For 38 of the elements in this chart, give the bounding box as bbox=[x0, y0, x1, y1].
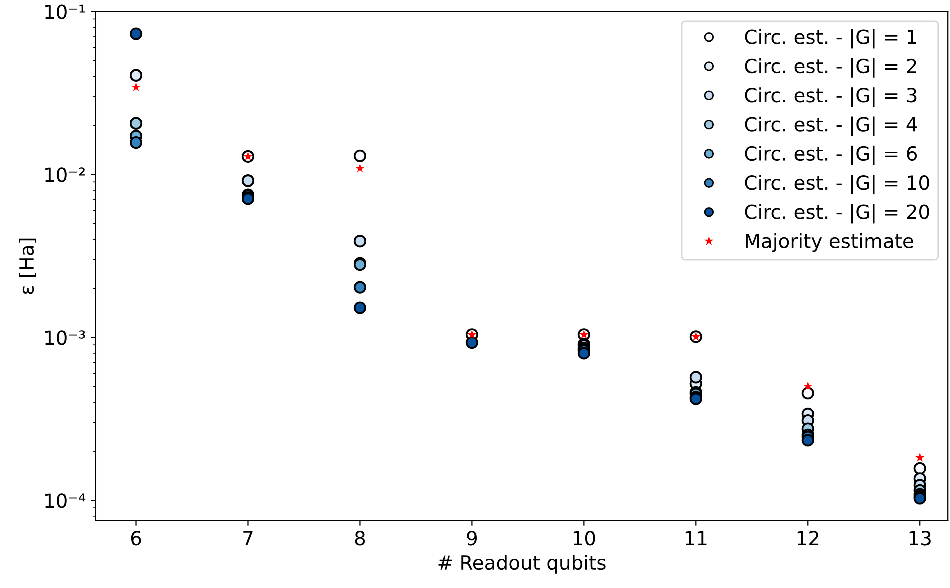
point bbox=[802, 387, 814, 400]
x-tick-label: 6 bbox=[131, 531, 142, 546]
point bbox=[354, 302, 366, 314]
point bbox=[915, 452, 925, 462]
legend-label: Circ. est. - |G| = 6 bbox=[745, 146, 918, 166]
point bbox=[130, 136, 143, 150]
x-tick-label: 9 bbox=[467, 531, 478, 546]
legend-label: Circ. est. - |G| = 3 bbox=[745, 88, 917, 108]
legend-label: Circ. est. - |G| = 4 bbox=[745, 116, 918, 136]
point bbox=[132, 82, 141, 92]
point bbox=[130, 28, 143, 40]
y-tick-label: 10⁻³ bbox=[46, 330, 86, 346]
legend-label: Circ. est. - |G| = 20 bbox=[745, 204, 930, 224]
legend-label: Circ. est. - |G| = 10 bbox=[745, 175, 930, 195]
point bbox=[466, 336, 478, 350]
point bbox=[578, 347, 590, 360]
legend-label: Circ. est. - |G| = 2 bbox=[745, 58, 916, 78]
y-axis-title: ε [Ha] bbox=[19, 238, 36, 294]
x-tick-label: 12 bbox=[798, 531, 819, 546]
point bbox=[691, 332, 701, 341]
legend-label: Majority estimate bbox=[746, 233, 914, 252]
point bbox=[356, 164, 365, 173]
x-tick-label: 10 bbox=[574, 531, 596, 546]
point bbox=[354, 150, 366, 162]
point bbox=[690, 371, 702, 384]
y-tick-label: 10⁻² bbox=[46, 168, 86, 182]
y-tick-label: 10⁻¹ bbox=[46, 4, 86, 20]
point bbox=[354, 281, 366, 294]
x-tick-label: 13 bbox=[910, 531, 931, 546]
x-axis-title: # Readout qubits bbox=[438, 555, 606, 574]
x-tick-label: 11 bbox=[686, 531, 707, 546]
x-tick-label: 8 bbox=[355, 531, 366, 546]
point bbox=[803, 382, 813, 391]
point bbox=[802, 434, 814, 447]
point bbox=[914, 462, 926, 475]
y-tick-label: 10⁻⁴ bbox=[46, 494, 86, 508]
legend-label: Circ. est. - |G| = 1 bbox=[745, 29, 916, 49]
x-tick-label: 7 bbox=[244, 531, 253, 546]
